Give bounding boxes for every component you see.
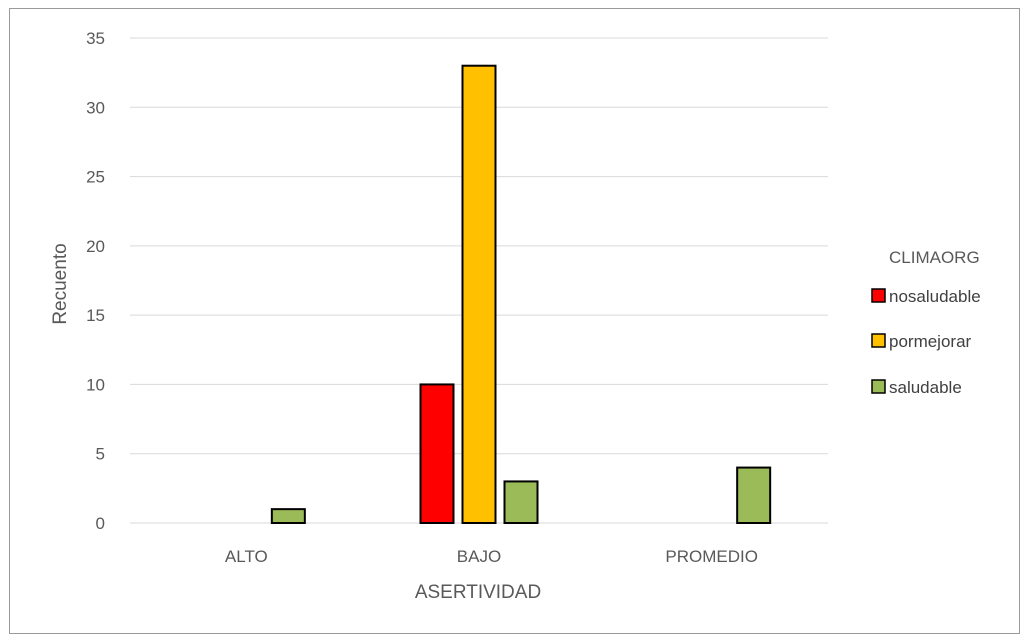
y-tick-label: 0 — [96, 514, 105, 533]
legend-swatch-pormejorar — [871, 333, 886, 348]
x-tick-label: BAJO — [457, 547, 501, 566]
legend-swatch-nosaludable — [871, 288, 886, 303]
legend-label-nosaludable: nosaludable — [889, 287, 981, 306]
y-tick-label: 35 — [86, 29, 105, 48]
bar-pormejorar-bajo — [461, 64, 497, 524]
bar-saludable-bajo — [503, 480, 539, 524]
legend: CLIMAORG nosaludable pormejorar saludable — [871, 248, 981, 397]
y-tick-label: 30 — [86, 98, 105, 117]
y-axis-ticks: 0 5 10 15 20 25 30 35 — [86, 29, 105, 533]
x-axis-title: ASERTIVIDAD — [415, 582, 541, 603]
bar-saludable-promedio — [736, 466, 772, 525]
legend-label-pormejorar: pormejorar — [889, 332, 972, 351]
x-tick-label: PROMEDIO — [665, 547, 758, 566]
y-tick-label: 15 — [86, 306, 105, 325]
legend-swatch-saludable — [871, 379, 886, 394]
x-axis-ticks: ALTO BAJO PROMEDIO — [225, 547, 758, 566]
legend-label-saludable: saludable — [889, 378, 962, 397]
y-tick-label: 10 — [86, 375, 105, 394]
y-tick-label: 20 — [86, 237, 105, 256]
x-tick-label: ALTO — [225, 547, 268, 566]
bar-nosaludable-bajo — [419, 383, 455, 524]
y-axis-title: Recuento — [50, 243, 71, 324]
legend-title: CLIMAORG — [889, 248, 980, 267]
y-tick-label: 5 — [96, 445, 105, 464]
bar-saludable-alto — [270, 508, 306, 524]
y-tick-label: 25 — [86, 168, 105, 187]
bars — [270, 64, 772, 525]
chart-frame — [9, 8, 1020, 634]
